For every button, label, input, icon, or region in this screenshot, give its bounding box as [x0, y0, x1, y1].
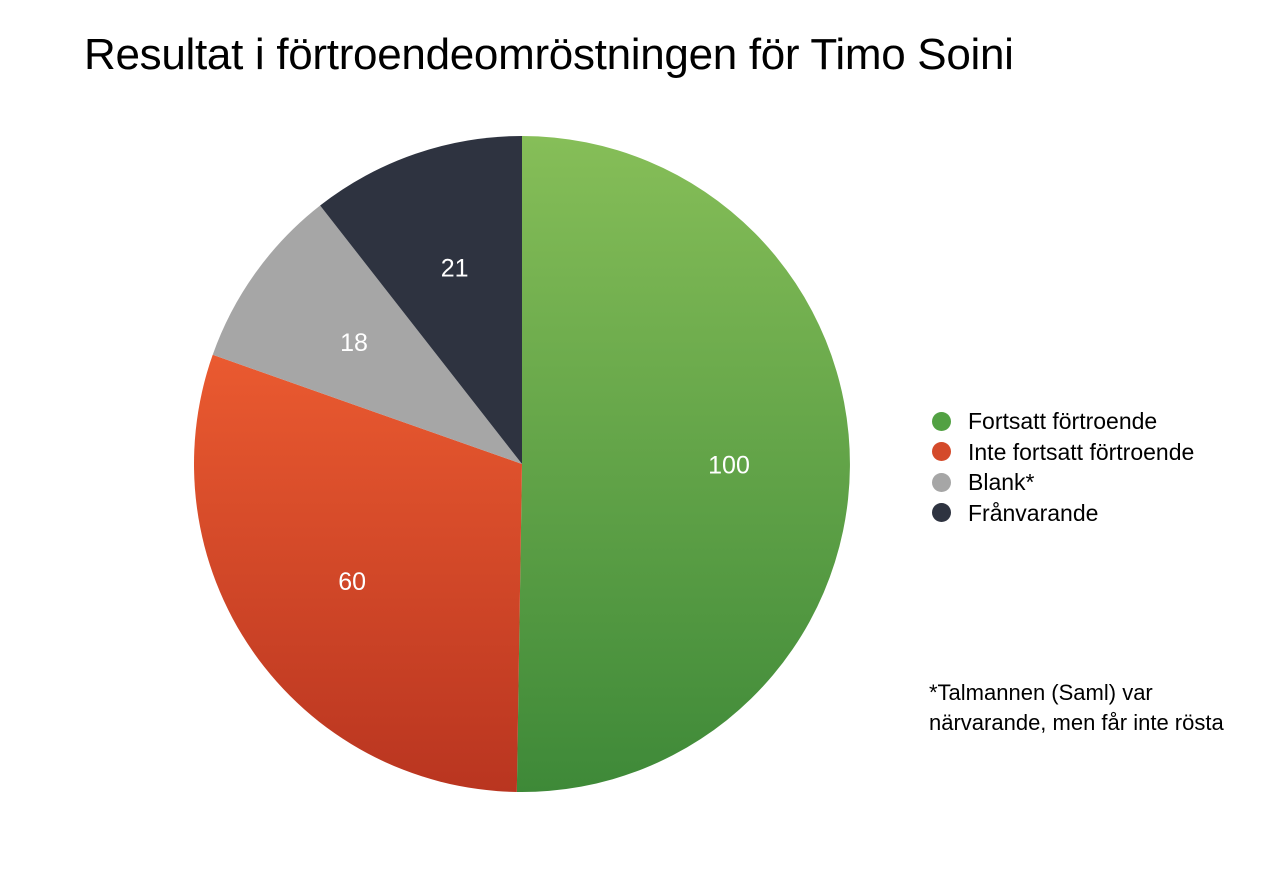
legend-label: Inte fortsatt förtroende [968, 438, 1195, 465]
data-label-inte-fortsatt: 60 [338, 568, 366, 596]
legend-label: Fortsatt förtroende [968, 408, 1158, 434]
pie-slice-franvarande [320, 136, 522, 464]
pie-slice-inte-fortsatt [193, 354, 522, 792]
data-label-franvarande: 21 [441, 254, 469, 282]
legend-marker [932, 442, 951, 462]
pie-slice-fortsatt [516, 136, 850, 792]
footnote: *Talmannen (Saml) var närvarande, men få… [929, 680, 1224, 735]
legend-label: Frånvarande [968, 499, 1099, 526]
data-label-fortsatt: 100 [708, 452, 750, 480]
legend-marker [932, 472, 951, 492]
legend-marker [932, 411, 951, 431]
legend-marker [932, 503, 951, 523]
legend-item-inte-fortsatt: Inte fortsatt förtroende [932, 437, 1194, 468]
chart-title: Resultat i förtroendeomröstningen för Ti… [84, 30, 1014, 79]
legend-item-fortsatt: Fortsatt förtroende [932, 406, 1194, 437]
data-label-blank: 18 [340, 329, 368, 357]
pie-slice-blank [212, 205, 522, 464]
legend-item-blank: Blank* [932, 467, 1194, 498]
legend-label: Blank* [968, 469, 1035, 495]
legend-item-franvarande: Frånvarande [932, 498, 1194, 529]
legend: Fortsatt förtroende Inte fortsatt förtro… [932, 406, 1194, 528]
